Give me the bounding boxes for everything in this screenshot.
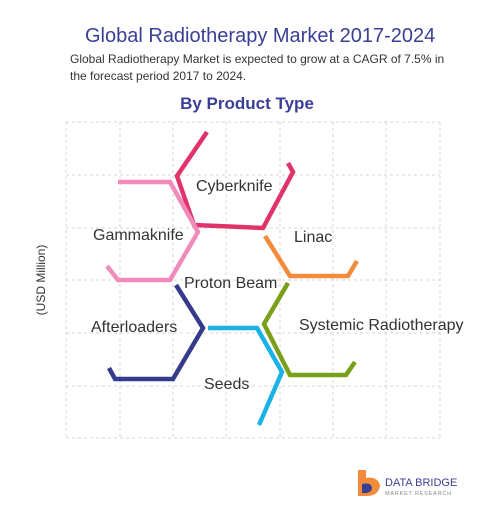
connectors (105, 130, 359, 426)
node-label: Seeds (204, 376, 249, 393)
logo: DATA BRIDGE MARKET RESEARCH (358, 470, 457, 497)
subtitle: Global Radiotherapy Market is expected t… (70, 52, 444, 66)
logo-tagline: MARKET RESEARCH (385, 491, 452, 497)
connector (105, 179, 201, 283)
axis-label: (USD Million) (34, 245, 48, 316)
title: Global Radiotherapy Market 2017-2024 (85, 25, 435, 47)
connector (263, 234, 359, 279)
node-label: Proton Beam (184, 275, 277, 292)
connector (208, 325, 285, 426)
node-label: Cyberknife (196, 178, 273, 195)
subtitle: the forecast period 2017 to 2024. (70, 69, 246, 83)
connector (174, 130, 296, 231)
node-label: Afterloaders (91, 319, 177, 336)
node-label: Gammaknife (93, 227, 184, 244)
section-heading: By Product Type (180, 94, 314, 113)
connector (107, 283, 206, 382)
logo-icon (362, 483, 372, 494)
node-label: Linac (294, 229, 332, 246)
logo-name: DATA BRIDGE (385, 477, 457, 489)
node-label: Systemic Radiotherapy (299, 317, 464, 334)
connector (261, 281, 357, 378)
